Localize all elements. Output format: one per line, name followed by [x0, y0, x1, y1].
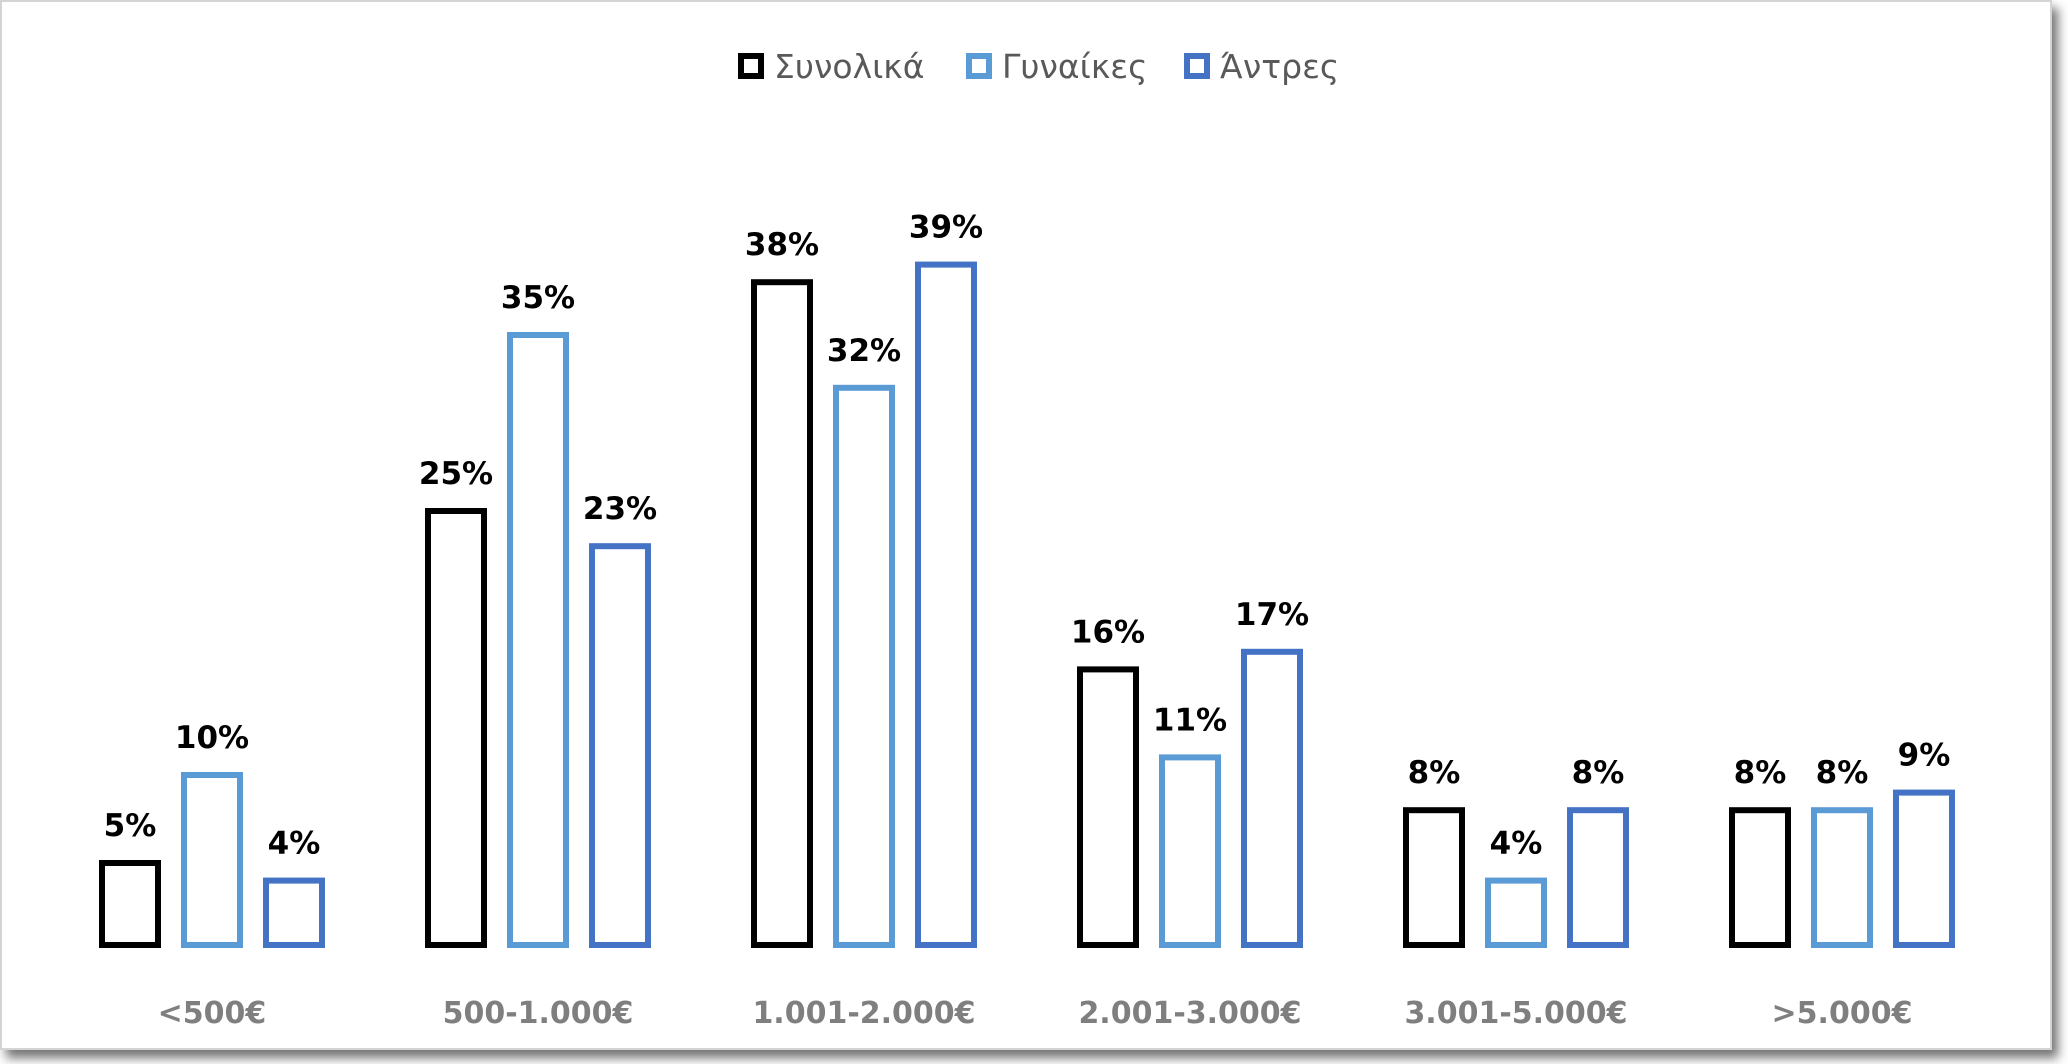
- legend-swatch-γυναίκες: [966, 53, 992, 79]
- data-label-γυναίκες-1: 10%: [175, 720, 249, 756]
- data-label-συνολικά-6: 8%: [1734, 755, 1787, 791]
- bar-συνολικά-1: [99, 860, 161, 948]
- chart-frame: Συνολικά Γυναίκες Άντρες 5% 10% 4% 25% 35% 23% 3…: [0, 0, 2052, 1050]
- bar-συνολικά-3: [751, 279, 813, 948]
- bar-chart: Συνολικά Γυναίκες Άντρες 5% 10% 4% 25% 35% 23% 3…: [99, 47, 1955, 1031]
- data-label-γυναίκες-6: 8%: [1816, 755, 1869, 791]
- bar-γυναίκες-1: [181, 772, 243, 948]
- x-tick-label-2: 500-1.000€: [443, 996, 634, 1031]
- bar-άντρες-3: [915, 261, 977, 949]
- data-label-γυναίκες-5: 4%: [1490, 826, 1543, 862]
- bar-συνολικά-6: [1729, 807, 1791, 949]
- x-tick-label-4: 2.001-3.000€: [1078, 996, 1301, 1031]
- bar-γυναίκες-3: [833, 384, 895, 948]
- data-label-άντρες-3: 39%: [909, 210, 983, 246]
- bars: [99, 261, 1955, 949]
- bar-συνολικά-5: [1403, 807, 1465, 949]
- bar-γυναίκες-6: [1811, 807, 1873, 949]
- data-label-άντρες-2: 23%: [583, 491, 657, 527]
- bar-άντρες-4: [1241, 648, 1303, 948]
- bar-συνολικά-2: [425, 508, 487, 948]
- data-label-άντρες-6: 9%: [1898, 738, 1951, 774]
- x-tick-label-1: <500€: [158, 996, 267, 1031]
- bar-άντρες-5: [1567, 807, 1629, 949]
- bar-άντρες-2: [589, 543, 651, 948]
- data-label-συνολικά-5: 8%: [1408, 755, 1461, 791]
- bar-άντρες-1: [263, 877, 325, 948]
- data-label-γυναίκες-3: 32%: [827, 333, 901, 369]
- data-label-άντρες-4: 17%: [1235, 597, 1309, 633]
- legend: Συνολικά Γυναίκες Άντρες: [738, 47, 1339, 86]
- bar-γυναίκες-2: [507, 332, 569, 948]
- x-tick-label-3: 1.001-2.000€: [752, 996, 975, 1031]
- data-labels: 5% 10% 4% 25% 35% 23% 38% 32% 39% 16% 11% 17% 8% 4% 8%…: [104, 210, 1951, 862]
- legend-swatch-άντρες: [1184, 53, 1210, 79]
- data-label-άντρες-1: 4%: [268, 826, 321, 862]
- data-label-γυναίκες-2: 35%: [501, 280, 575, 316]
- bar-γυναίκες-5: [1485, 877, 1547, 948]
- data-label-συνολικά-1: 5%: [104, 808, 157, 844]
- legend-label-συνολικά: Συνολικά: [774, 47, 924, 86]
- data-label-άντρες-5: 8%: [1572, 755, 1625, 791]
- bar-συνολικά-4: [1077, 666, 1139, 949]
- legend-label-άντρες: Άντρες: [1220, 47, 1339, 86]
- legend-swatch-συνολικά: [738, 53, 764, 79]
- data-label-συνολικά-3: 38%: [745, 227, 819, 263]
- bar-γυναίκες-4: [1159, 754, 1221, 949]
- bar-άντρες-6: [1893, 789, 1955, 948]
- legend-label-γυναίκες: Γυναίκες: [1002, 47, 1148, 86]
- data-label-συνολικά-4: 16%: [1071, 614, 1145, 650]
- x-tick-label-5: 3.001-5.000€: [1404, 996, 1627, 1031]
- x-tick-label-6: >5.000€: [1772, 996, 1913, 1031]
- data-label-γυναίκες-4: 11%: [1153, 702, 1227, 738]
- data-label-συνολικά-2: 25%: [419, 456, 493, 492]
- x-axis-tick-labels: <500€ 500-1.000€ 1.001-2.000€ 2.001-3.000€ 3…: [158, 996, 1913, 1031]
